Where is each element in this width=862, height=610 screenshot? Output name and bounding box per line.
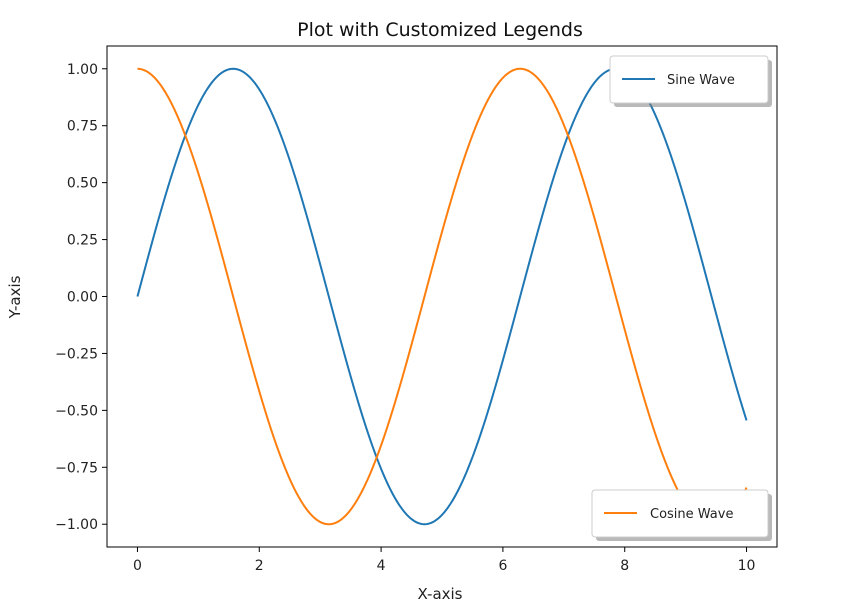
legend-sine-label: Sine Wave <box>667 73 735 88</box>
y-tick-label: −0.25 <box>55 346 98 362</box>
y-tick-label: 0.25 <box>67 233 98 249</box>
x-tick-label: 8 <box>620 558 629 574</box>
x-tick-label: 0 <box>133 558 142 574</box>
legend-sine: Sine Wave <box>609 55 772 107</box>
legend-cosine-box <box>591 489 769 538</box>
x-tick-label: 4 <box>377 558 386 574</box>
y-tick-label: 1.00 <box>67 62 98 78</box>
x-tick-label: 2 <box>255 558 264 574</box>
x-axis-ticks: 0 2 4 6 8 10 <box>133 547 755 574</box>
y-axis-label: Y-axis <box>6 275 24 319</box>
series-line-cos <box>137 67 748 526</box>
chart-title: Plot with Customized Legends <box>297 19 583 41</box>
legend-cosine-label: Cosine Wave <box>650 507 733 522</box>
legend-sine-box <box>609 55 769 104</box>
y-axis-ticks: 1.00 0.75 0.50 0.25 0.00 −0.25 −0.50 −0.75 −1.00 <box>55 62 107 533</box>
plot-area <box>106 45 778 548</box>
x-axis-label: X-axis <box>418 585 463 603</box>
y-tick-label: −1.00 <box>55 517 98 533</box>
plot-frame <box>106 45 778 548</box>
x-tick-label: 10 <box>738 558 756 574</box>
y-tick-label: −0.50 <box>55 403 98 419</box>
legend-cosine: Cosine Wave <box>591 489 772 541</box>
x-tick-label: 6 <box>498 558 507 574</box>
y-tick-label: 0.00 <box>67 290 98 306</box>
y-tick-label: 0.75 <box>67 119 98 135</box>
y-tick-label: −0.75 <box>55 460 98 476</box>
y-tick-label: 0.50 <box>67 176 98 192</box>
